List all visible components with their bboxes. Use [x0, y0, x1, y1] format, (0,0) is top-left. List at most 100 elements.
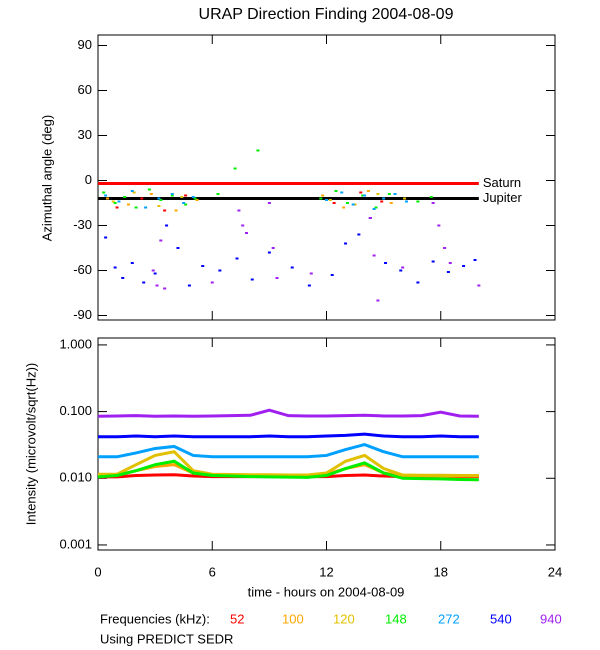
reference-label: Saturn	[483, 175, 521, 190]
y-tick-label: 30	[78, 127, 92, 142]
scatter-point	[431, 202, 435, 204]
scatter-point	[193, 197, 197, 200]
scatter-point	[363, 194, 367, 197]
x-tick-label: 18	[434, 564, 448, 579]
scatter-point	[104, 194, 108, 197]
scatter-point	[382, 197, 386, 200]
scatter-point	[106, 197, 110, 200]
y-tick-label: 1.000	[59, 336, 92, 351]
scatter-point	[325, 199, 328, 201]
scatter-point	[267, 202, 271, 204]
scatter-point	[404, 200, 408, 203]
legend-entry: 100	[282, 611, 304, 626]
y-tick-label: -30	[73, 217, 92, 232]
scatter-point	[170, 194, 174, 197]
scatter-point	[271, 247, 275, 249]
scatter-point	[399, 269, 403, 272]
reference-label: Jupiter	[483, 190, 523, 205]
y-tick-label: 0	[85, 172, 92, 187]
scatter-point	[115, 206, 119, 209]
scatter-point	[290, 266, 294, 269]
scatter-point	[111, 200, 115, 203]
scatter-point	[351, 203, 355, 206]
scatter-point	[345, 202, 349, 204]
scatter-point	[157, 197, 161, 200]
scatter-point	[330, 274, 334, 276]
scatter-point	[431, 260, 435, 263]
scatter-point	[142, 281, 146, 284]
scatter-point	[235, 257, 239, 260]
legend-entry: 272	[438, 611, 460, 626]
scatter-point	[163, 209, 167, 212]
scatter-point	[353, 203, 357, 206]
scatter-point	[163, 287, 167, 290]
scatter-point	[165, 224, 169, 227]
scatter-point	[372, 208, 376, 210]
y-tick-label: 0.001	[59, 536, 92, 551]
chart-title: URAP Direction Finding 2004-08-09	[199, 6, 454, 23]
scatter-point	[113, 202, 117, 204]
intensity-line	[97, 408, 479, 418]
intensity-line	[98, 450, 479, 478]
legend-entry: 940	[540, 611, 562, 626]
scatter-point	[344, 242, 348, 245]
scatter-point	[241, 224, 245, 227]
scatter-point	[151, 269, 155, 272]
intensity-line	[98, 432, 479, 439]
intensity-line	[98, 443, 479, 459]
scatter-point	[195, 199, 199, 201]
legend-entry: 52	[230, 611, 244, 626]
scatter-point	[357, 233, 361, 236]
bottom-frame	[97, 337, 556, 551]
scatter-point	[389, 202, 393, 204]
y-tick-label: -90	[73, 307, 92, 322]
scatter-point	[473, 259, 477, 261]
scatter-point	[113, 266, 117, 269]
scatter-point	[191, 196, 195, 198]
y-tick-label: -60	[73, 262, 92, 277]
scatter-point	[117, 200, 121, 203]
scatter-point	[319, 197, 323, 200]
scatter-point	[437, 224, 441, 227]
scatter-point	[401, 266, 405, 269]
scatter-point	[132, 191, 136, 194]
scatter-point	[321, 194, 325, 197]
scatter-point	[429, 196, 433, 198]
x-tick-label: 24	[548, 564, 562, 579]
scatter-point	[448, 262, 452, 264]
scatter-point	[237, 209, 241, 212]
scatter-point	[372, 254, 376, 257]
y-axis-label: Azimuthal angle (deg)	[39, 115, 54, 241]
scatter-point	[342, 206, 346, 209]
scatter-point	[159, 199, 163, 201]
legend-entry: 120	[333, 611, 355, 626]
scatter-point	[157, 205, 161, 207]
intensity-line	[97, 459, 479, 482]
scatter-point	[416, 200, 420, 203]
scatter-point	[180, 196, 184, 198]
scatter-point	[384, 262, 388, 264]
scatter-point	[159, 239, 163, 242]
scatter-point	[218, 269, 222, 272]
scatter-point	[182, 202, 186, 204]
x-tick-label: 6	[209, 564, 216, 579]
scatter-point	[374, 206, 378, 209]
scatter-point	[368, 217, 372, 219]
scatter-point	[477, 284, 481, 287]
scatter-point	[245, 232, 249, 234]
scatter-point	[366, 190, 370, 192]
scatter-point	[334, 190, 338, 192]
scatter-point	[359, 191, 363, 194]
scatter-point	[123, 196, 127, 198]
footnote: Using PREDICT SEDR	[100, 631, 233, 646]
scatter-point	[309, 272, 313, 275]
scatter-point	[210, 281, 214, 284]
scatter-point	[187, 284, 191, 287]
scatter-point	[126, 203, 130, 206]
scatter-point	[174, 209, 178, 212]
scatter-point	[443, 247, 447, 249]
y-axis-label: Intensity (microvolt/sqrt(Hz))	[23, 363, 38, 526]
legend-title: Frequencies (kHz):	[100, 611, 210, 626]
scatter-point	[153, 272, 157, 275]
